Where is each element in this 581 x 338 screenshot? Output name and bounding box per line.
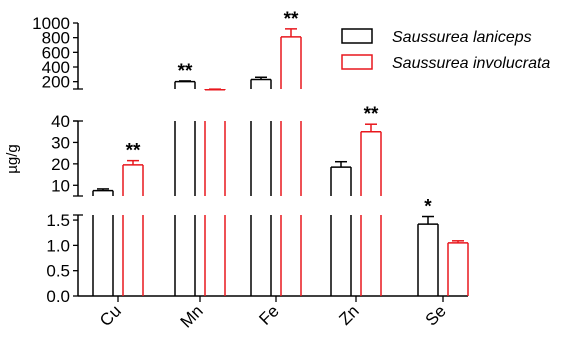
x-tick-label: Mn <box>177 301 207 331</box>
y-tick-label: 1.0 <box>46 236 70 255</box>
bar-Cu-laniceps <box>92 188 114 296</box>
y-axis-label: µg/g <box>4 144 21 174</box>
significance-label: ** <box>126 141 141 162</box>
x-tick-label: Cu <box>96 301 125 330</box>
y-tick-label: 20 <box>51 155 70 174</box>
y-tick-label: 800 <box>42 29 70 48</box>
y-tick-label: 600 <box>42 43 70 62</box>
significance-label: ** <box>364 104 379 125</box>
significance-label: ** <box>284 9 299 30</box>
legend-swatch <box>341 54 373 70</box>
y-tick-label: 1.5 <box>46 211 70 230</box>
y-tick-label: 0.0 <box>46 287 70 306</box>
bar-Se-involucrata <box>447 240 469 296</box>
legend: Saussurea laniceps Saussurea involucrata <box>341 28 550 72</box>
x-tick-label: Fe <box>255 301 282 328</box>
legend-swatch <box>341 28 373 44</box>
bar-Cu-involucrata <box>122 159 144 296</box>
bar-Se-laniceps <box>417 215 439 296</box>
y-tick-label: 400 <box>42 58 70 77</box>
y-tick-label: 0.5 <box>46 262 70 281</box>
y-tick-label: 10 <box>51 176 70 195</box>
x-tick-label: Zn <box>335 301 362 328</box>
bar-Mn-laniceps <box>174 80 196 296</box>
bar-Fe-laniceps <box>250 76 272 296</box>
bar-Zn-laniceps <box>330 160 352 296</box>
significance-label: ** <box>178 61 193 82</box>
y-tick-label: 30 <box>51 133 70 152</box>
significance-label: * <box>424 197 432 218</box>
legend-label: Saussurea involucrata <box>392 55 550 72</box>
bar-Mn-involucrata <box>204 88 226 296</box>
y-tick-label: 40 <box>51 112 70 131</box>
x-tick-label: Se <box>422 301 450 329</box>
bar-Zn-involucrata <box>360 123 382 296</box>
y-tick-label: 200 <box>42 73 70 92</box>
y-tick-label: 1000 <box>32 14 70 33</box>
bars <box>92 28 469 296</box>
bar-Fe-involucrata <box>280 28 302 296</box>
legend-label: Saussurea laniceps <box>392 29 532 46</box>
